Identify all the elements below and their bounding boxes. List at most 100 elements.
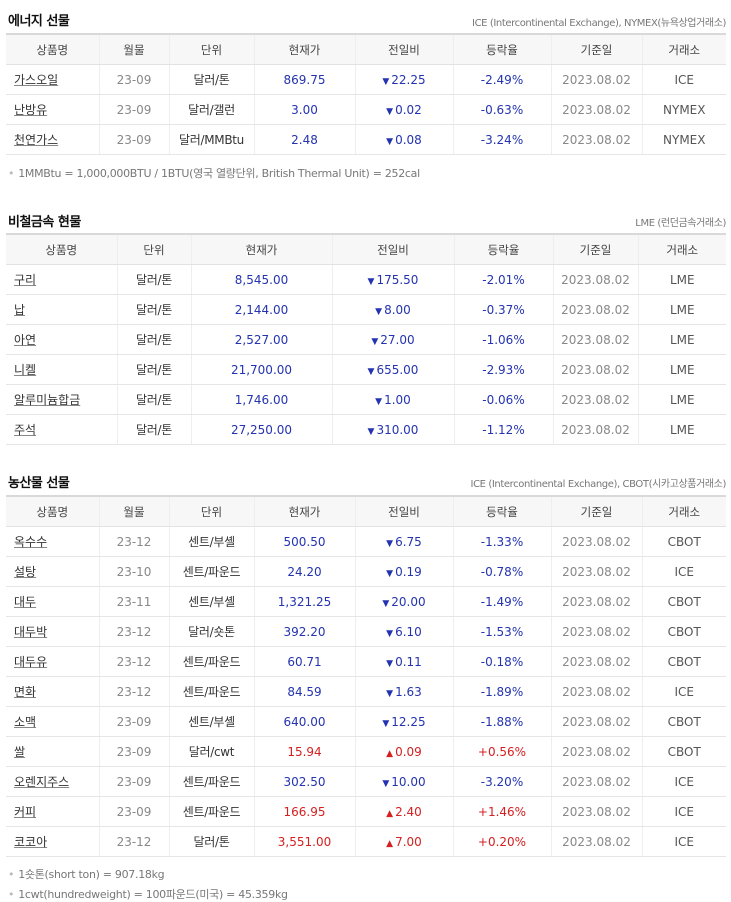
exchange-cell: ICE [641,64,726,95]
exchange-cell: ICE [641,796,726,827]
table-row: 아연 달러/톤 2,527.00 ▼ 27.00 -1.06% 2023.08.02 LME [6,324,726,355]
energy-table: 상품명 월물 단위 현재가 전일비 등락율 기준일 거래소 가스오일 23-09 달러/톤 869.… [6,33,726,155]
contract-month: 23-12 [98,826,169,857]
contract-month: 23-09 [98,64,169,95]
base-date-cell: 2023.08.02 [552,354,638,385]
unit-cell: 센트/파운드 [168,796,254,827]
change-rate-cell: +0.56% [452,736,551,767]
table-row: 대두 23-11 센트/부셸 1,321.25 ▼ 20.00 -1.49% 2023.08.… [6,586,726,617]
commodity-name-cell: 쌀 [6,736,99,767]
commodity-link[interactable]: 아연 [14,333,37,347]
base-date-cell: 2023.08.02 [552,384,638,415]
change-rate-cell: -1.53% [452,616,551,647]
price-cell: 302.50 [253,766,355,797]
change-value: 0.19 [395,564,422,579]
agri-section: 농산물 선물 ICE (Intercontinental Exchange), … [6,462,726,901]
down-triangle-icon: ▼ [382,598,390,609]
change-cell: ▼ 0.11 [354,646,453,677]
table-row: 알루미늄합금 달러/톤 1,746.00 ▼ 1.00 -0.06% 2023.08.02 L… [6,384,726,415]
commodity-link[interactable]: 소맥 [14,715,37,729]
commodity-name-cell: 알루미늄합금 [6,384,117,415]
commodity-link[interactable]: 옥수수 [14,535,48,549]
change-value: 1.63 [395,684,422,699]
base-date-cell: 2023.08.02 [550,64,642,95]
commodity-link[interactable]: 커피 [14,805,37,819]
commodity-link[interactable]: 오렌지주스 [14,775,70,789]
change-value: 2.40 [395,804,422,819]
commodity-link[interactable]: 니켈 [14,363,37,377]
exchange-cell: LME [637,264,726,295]
commodity-link[interactable]: 알루미늄합금 [14,393,81,407]
contract-month: 23-12 [98,646,169,677]
change-cell: ▼ 0.08 [354,124,453,155]
exchange-cell: CBOT [641,736,726,767]
energy-section: 에너지 선물 ICE (Intercontinental Exchange), … [6,0,726,190]
table-row: 구리 달러/톤 8,545.00 ▼ 175.50 -2.01% 2023.08.02 LME [6,264,726,295]
column-header: 단위 [168,495,254,527]
base-date-cell: 2023.08.02 [550,124,642,155]
base-date-cell: 2023.08.02 [552,414,638,445]
price-cell: 84.59 [253,676,355,707]
column-header: 전일비 [354,33,453,65]
exchange-cell: CBOT [641,646,726,677]
down-triangle-icon: ▼ [386,658,394,669]
commodity-link[interactable]: 납 [14,303,26,317]
change-cell: ▲ 2.40 [354,796,453,827]
change-value: 0.08 [395,132,422,147]
column-header: 거래소 [637,233,726,265]
exchange-cell: NYMEX [641,124,726,155]
column-header: 상품명 [6,33,99,65]
commodity-link[interactable]: 코코아 [14,835,48,849]
down-triangle-icon: ▼ [386,538,394,549]
price-cell: 2,144.00 [190,294,332,325]
commodity-link[interactable]: 대두 [14,595,37,609]
change-value: 0.09 [395,744,422,759]
price-cell: 500.50 [253,526,355,557]
agri-title: 농산물 선물 [8,476,70,491]
exchange-cell: CBOT [641,586,726,617]
change-value: 7.00 [395,834,422,849]
price-cell: 27,250.00 [190,414,332,445]
commodity-name-cell: 설탕 [6,556,99,587]
exchange-cell: LME [637,354,726,385]
commodity-link[interactable]: 면화 [14,685,37,699]
change-rate-cell: -1.89% [452,676,551,707]
commodity-link[interactable]: 대두박 [14,625,48,639]
column-header: 전일비 [354,495,453,527]
column-header: 기준일 [550,33,642,65]
base-date-cell: 2023.08.02 [550,766,642,797]
unit-cell: 센트/부셸 [168,526,254,557]
change-value: 10.00 [391,774,426,789]
down-triangle-icon: ▼ [367,426,375,437]
unit-cell: 달러/톤 [116,354,191,385]
commodity-link[interactable]: 가스오일 [14,73,59,87]
footnote: • 1숏톤(short ton) = 907.18kg [8,866,165,882]
commodity-name-cell: 납 [6,294,117,325]
commodity-link[interactable]: 주석 [14,423,37,437]
exchange-cell: CBOT [641,526,726,557]
down-triangle-icon: ▼ [367,366,375,377]
commodity-link[interactable]: 천연가스 [14,133,59,147]
base-date-cell: 2023.08.02 [550,616,642,647]
change-rate-cell: -0.37% [453,294,553,325]
bullet-icon: • [8,167,15,180]
contract-month: 23-09 [98,124,169,155]
commodity-link[interactable]: 난방유 [14,103,48,117]
commodity-link[interactable]: 구리 [14,273,37,287]
commodity-link[interactable]: 대두유 [14,655,48,669]
commodity-name-cell: 주석 [6,414,117,445]
change-cell: ▼ 6.10 [354,616,453,647]
price-cell: 8,545.00 [190,264,332,295]
unit-cell: 달러/톤 [116,414,191,445]
unit-cell: 달러/톤 [116,294,191,325]
base-date-cell: 2023.08.02 [550,94,642,125]
down-triangle-icon: ▼ [386,136,394,147]
up-triangle-icon: ▲ [386,838,394,849]
exchange-cell: LME [637,324,726,355]
commodity-link[interactable]: 설탕 [14,565,37,579]
commodity-name-cell: 난방유 [6,94,99,125]
exchange-cell: LME [637,414,726,445]
table-row: 천연가스 23-09 달러/MMBtu 2.48 ▼ 0.08 -3.24% 2023.08.… [6,124,726,155]
commodity-link[interactable]: 쌀 [14,745,26,759]
commodity-name-cell: 코코아 [6,826,99,857]
